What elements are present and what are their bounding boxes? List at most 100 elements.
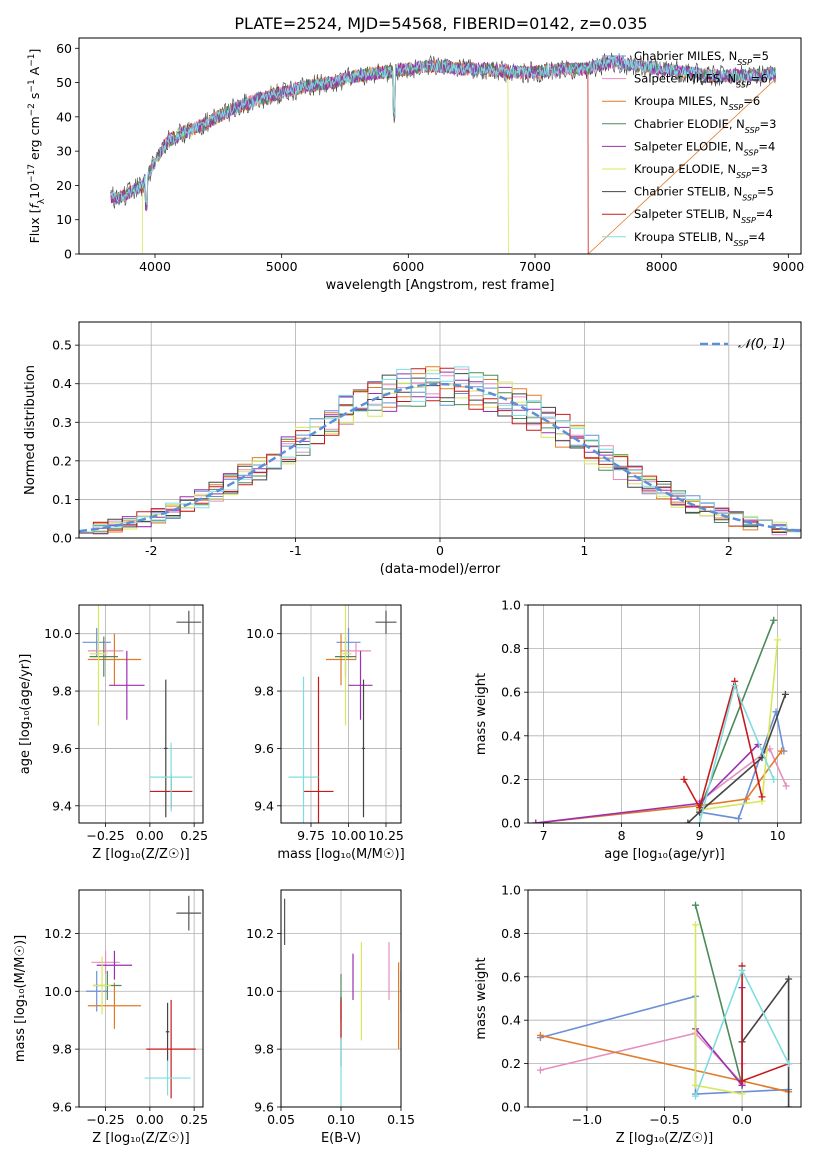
y-tick-label: 0.8 xyxy=(501,641,521,656)
chart-spectrum: 4000 5000 6000 7000 8000 9000 0 10 20 30 40 50 60 wav… xyxy=(27,37,804,293)
weight-marker xyxy=(692,1092,700,1100)
y-tick-label: 0.2 xyxy=(501,772,521,787)
y-tick-label: 0.4 xyxy=(501,1013,521,1028)
spectrum-line-salpeter-elodie xyxy=(110,56,777,211)
axes-frame xyxy=(527,889,802,1108)
legend-entry: Kroupa STELIB, NSSP=4 xyxy=(634,230,765,248)
x-tick-label: 0.00 xyxy=(136,1112,164,1127)
x-tick-label: 9000 xyxy=(772,259,804,274)
y-tick-label: 0.0 xyxy=(501,1100,521,1115)
chart-residuals: -2 -1 0 1 2 0.0 0.1 0.2 0.3 0.4 0.5 (data-model)/er… xyxy=(23,321,802,577)
x-tick-label: 0.15 xyxy=(387,1112,415,1127)
y-tick-label: 1.0 xyxy=(501,883,521,898)
x-tick-label: 0.0 xyxy=(732,1112,752,1127)
reference-errorbar xyxy=(375,610,397,634)
x-tick-label: 10 xyxy=(770,828,786,843)
y-label-part: −1 xyxy=(27,79,37,92)
y-tick-label: 0.2 xyxy=(52,453,72,468)
weight-marker xyxy=(692,901,700,909)
spectrum-line-kroupa-stelib xyxy=(110,55,777,206)
weight-marker xyxy=(738,966,746,974)
errorbar-kroupa-miles xyxy=(326,633,356,686)
x-tick-label: 9.75 xyxy=(297,828,325,843)
tick-labels: −1.0 −0.5 0.0 0.0 0.2 0.4 0.6 0.8 1.0 xyxy=(501,883,752,1128)
weight-marker xyxy=(781,690,789,698)
weight-marker xyxy=(692,921,700,929)
errorbar-salpeter-elodie xyxy=(109,650,145,720)
x-axis-label: Z [log₁₀(Z/Z☉)] xyxy=(616,1131,713,1146)
y-tick-label: 0.4 xyxy=(52,376,72,391)
weight-marker xyxy=(785,975,793,983)
reference-errorbar xyxy=(176,895,202,931)
gridlines xyxy=(79,890,203,1108)
y-tick-label: 60 xyxy=(56,41,72,56)
x-tick-label: 10.00 xyxy=(331,828,367,843)
y-tick-label: 0.0 xyxy=(52,531,72,546)
legend-entry: Salpeter MILES, NSSP=6 xyxy=(634,72,768,90)
y-tick-label: 1.0 xyxy=(501,598,521,613)
errorbar-kroupa-miles xyxy=(87,982,141,1029)
y-axis-label: Flux [fλ10−17 erg cm−2 s−1 A−1] xyxy=(27,49,47,244)
x-tick-label: −0.25 xyxy=(86,1112,124,1127)
spectrum-line-kroupa-miles xyxy=(110,56,777,254)
legend-entry: Chabrier MILES, NSSP=5 xyxy=(634,49,769,67)
weight-marker xyxy=(774,636,782,644)
tick-labels: −0.25 0.00 0.25 9.4 9.6 9.8 10.0 xyxy=(44,626,208,843)
y-label-part: −2 xyxy=(27,103,37,116)
errorbar-salpeter-miles xyxy=(91,950,120,974)
y-tick-label: 9.4 xyxy=(254,798,274,813)
weight-line-kroupa-miles xyxy=(535,750,783,823)
weight-marker xyxy=(778,747,785,755)
plot-area xyxy=(110,52,777,254)
weight-marker xyxy=(742,795,750,803)
spectrum-line-salpeter-stelib xyxy=(110,58,589,254)
y-axis-label: mass weight xyxy=(474,957,489,1039)
weight-marker xyxy=(738,1090,746,1098)
y-tick-label: 10.0 xyxy=(246,984,274,999)
tick-labels: -2 -1 0 1 2 0.0 0.1 0.2 0.3 0.4 0.5 xyxy=(52,338,733,558)
errorbar-kroupa-miles xyxy=(87,633,141,686)
weight-line-chabrier-stelib xyxy=(687,694,787,823)
y-tick-label: 9.8 xyxy=(254,1042,274,1057)
y-label-part: ] xyxy=(27,49,42,54)
y-tick-label: 10.0 xyxy=(44,984,72,999)
reference-errorbar xyxy=(176,610,202,634)
plot-area xyxy=(288,605,397,823)
y-tick-label: 9.8 xyxy=(52,684,72,699)
axes-frame xyxy=(280,604,402,824)
legend: Chabrier MILES, NSSP=5 Salpeter MILES, NS… xyxy=(602,49,776,247)
weight-marker xyxy=(738,1077,746,1085)
legend-entry: Salpeter STELIB, NSSP=4 xyxy=(634,207,773,225)
weight-marker xyxy=(536,1066,544,1074)
plot-area xyxy=(532,616,790,823)
y-axis-label: age [log₁₀(age/yr)] xyxy=(18,654,33,775)
x-tick-label: 5000 xyxy=(266,259,298,274)
y-tick-label: 0 xyxy=(64,247,72,262)
x-axis-label: age [log₁₀(age/yr)] xyxy=(604,847,725,862)
y-tick-label: 0.3 xyxy=(52,415,72,430)
y-tick-label: 0.6 xyxy=(501,969,521,984)
tick-labels: 0.05 0.10 0.15 9.6 9.8 10.0 10.2 xyxy=(246,926,415,1127)
x-tick-label: 10.25 xyxy=(368,828,404,843)
weight-marker xyxy=(532,819,540,823)
y-tick-label: 10 xyxy=(56,212,72,227)
histogram-salpeter-stelib xyxy=(79,367,801,533)
plot-area xyxy=(82,605,202,818)
x-tick-label: 8 xyxy=(618,828,626,843)
legend-entry: Chabrier STELIB, NSSP=5 xyxy=(634,185,774,203)
weight-marker xyxy=(536,1031,544,1039)
axes-frame xyxy=(78,321,802,539)
tick-labels: 9.75 10.00 10.25 9.4 9.6 9.8 10.0 xyxy=(246,626,404,843)
y-tick-label: 0.6 xyxy=(501,685,521,700)
weight-line-kroupa-elodie xyxy=(699,639,779,811)
weight-marker xyxy=(758,793,766,801)
weight-marker xyxy=(782,782,790,790)
gridlines xyxy=(79,605,203,823)
legend-entry: Salpeter ELODIE, NSSP=4 xyxy=(634,139,775,157)
y-tick-label: 10.0 xyxy=(44,626,72,641)
errorbar-chabrier-stelib xyxy=(165,1002,170,1061)
y-axis-label: Normed distribution xyxy=(23,365,38,495)
y-tick-label: 0.0 xyxy=(501,816,521,831)
y-tick-label: 40 xyxy=(56,109,72,124)
